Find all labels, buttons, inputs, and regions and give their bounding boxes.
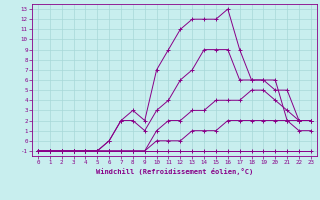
X-axis label: Windchill (Refroidissement éolien,°C): Windchill (Refroidissement éolien,°C): [96, 168, 253, 175]
